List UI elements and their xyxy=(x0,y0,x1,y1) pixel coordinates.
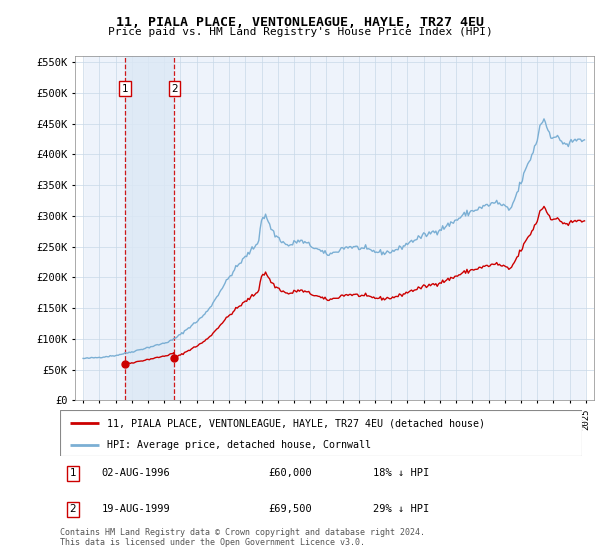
Text: 02-AUG-1996: 02-AUG-1996 xyxy=(102,468,170,478)
Text: £69,500: £69,500 xyxy=(269,505,313,515)
Text: 2: 2 xyxy=(171,83,178,94)
Text: 11, PIALA PLACE, VENTONLEAGUE, HAYLE, TR27 4EU (detached house): 11, PIALA PLACE, VENTONLEAGUE, HAYLE, TR… xyxy=(107,418,485,428)
Text: 11, PIALA PLACE, VENTONLEAGUE, HAYLE, TR27 4EU: 11, PIALA PLACE, VENTONLEAGUE, HAYLE, TR… xyxy=(116,16,484,29)
Text: Contains HM Land Registry data © Crown copyright and database right 2024.
This d: Contains HM Land Registry data © Crown c… xyxy=(60,528,425,547)
Text: 19-AUG-1999: 19-AUG-1999 xyxy=(102,505,170,515)
Bar xyxy=(586,56,594,400)
Text: HPI: Average price, detached house, Cornwall: HPI: Average price, detached house, Corn… xyxy=(107,440,371,450)
Bar xyxy=(75,56,83,400)
Bar xyxy=(75,56,83,400)
Text: £60,000: £60,000 xyxy=(269,468,313,478)
Text: 18% ↓ HPI: 18% ↓ HPI xyxy=(373,468,430,478)
Text: 1: 1 xyxy=(70,468,76,478)
Text: Price paid vs. HM Land Registry's House Price Index (HPI): Price paid vs. HM Land Registry's House … xyxy=(107,27,493,37)
Bar xyxy=(125,56,175,400)
Text: 2: 2 xyxy=(70,505,76,515)
Bar xyxy=(586,56,594,400)
Text: 29% ↓ HPI: 29% ↓ HPI xyxy=(373,505,430,515)
Text: 1: 1 xyxy=(122,83,128,94)
